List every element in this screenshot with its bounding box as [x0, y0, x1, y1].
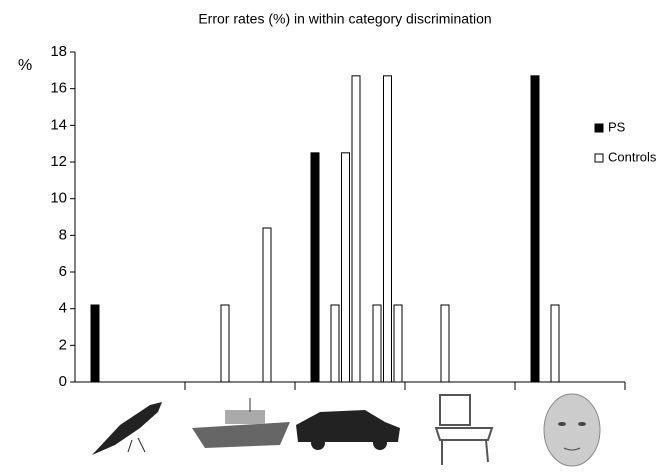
bar	[351, 75, 361, 383]
bar	[90, 304, 100, 383]
y-tick-label: 16	[50, 80, 67, 97]
y-tick-label: 6	[59, 263, 67, 280]
bar	[341, 152, 350, 383]
y-tick-label: 8	[59, 226, 67, 243]
bar	[550, 304, 560, 383]
car-icon	[296, 410, 400, 450]
face-icon	[543, 393, 601, 467]
y-tick-label: 0	[59, 373, 67, 390]
y-tick-label: 14	[50, 116, 67, 133]
legend-swatch	[594, 153, 604, 163]
y-tick-label: 2	[59, 336, 67, 353]
y-tick-label: 10	[50, 190, 67, 207]
bar	[310, 152, 320, 383]
y-tick-label: 4	[59, 300, 67, 317]
bird-icon	[92, 402, 162, 455]
boat-icon	[192, 398, 290, 448]
legend-swatch	[594, 123, 604, 133]
bar	[262, 227, 272, 383]
y-tick-label: 12	[50, 153, 67, 170]
legend-label: Controls	[608, 149, 657, 164]
chair-icon	[434, 394, 494, 465]
chart-title: Error rates (%) in within category discr…	[198, 11, 491, 27]
bar	[220, 304, 230, 383]
legend-label: PS	[608, 119, 626, 134]
bar	[393, 304, 403, 383]
bar	[530, 75, 540, 383]
bar	[372, 304, 382, 383]
bar	[440, 304, 450, 383]
bar	[383, 75, 392, 383]
y-axis-label: %	[18, 57, 32, 74]
y-tick-label: 18	[50, 43, 67, 60]
bar	[330, 304, 340, 383]
